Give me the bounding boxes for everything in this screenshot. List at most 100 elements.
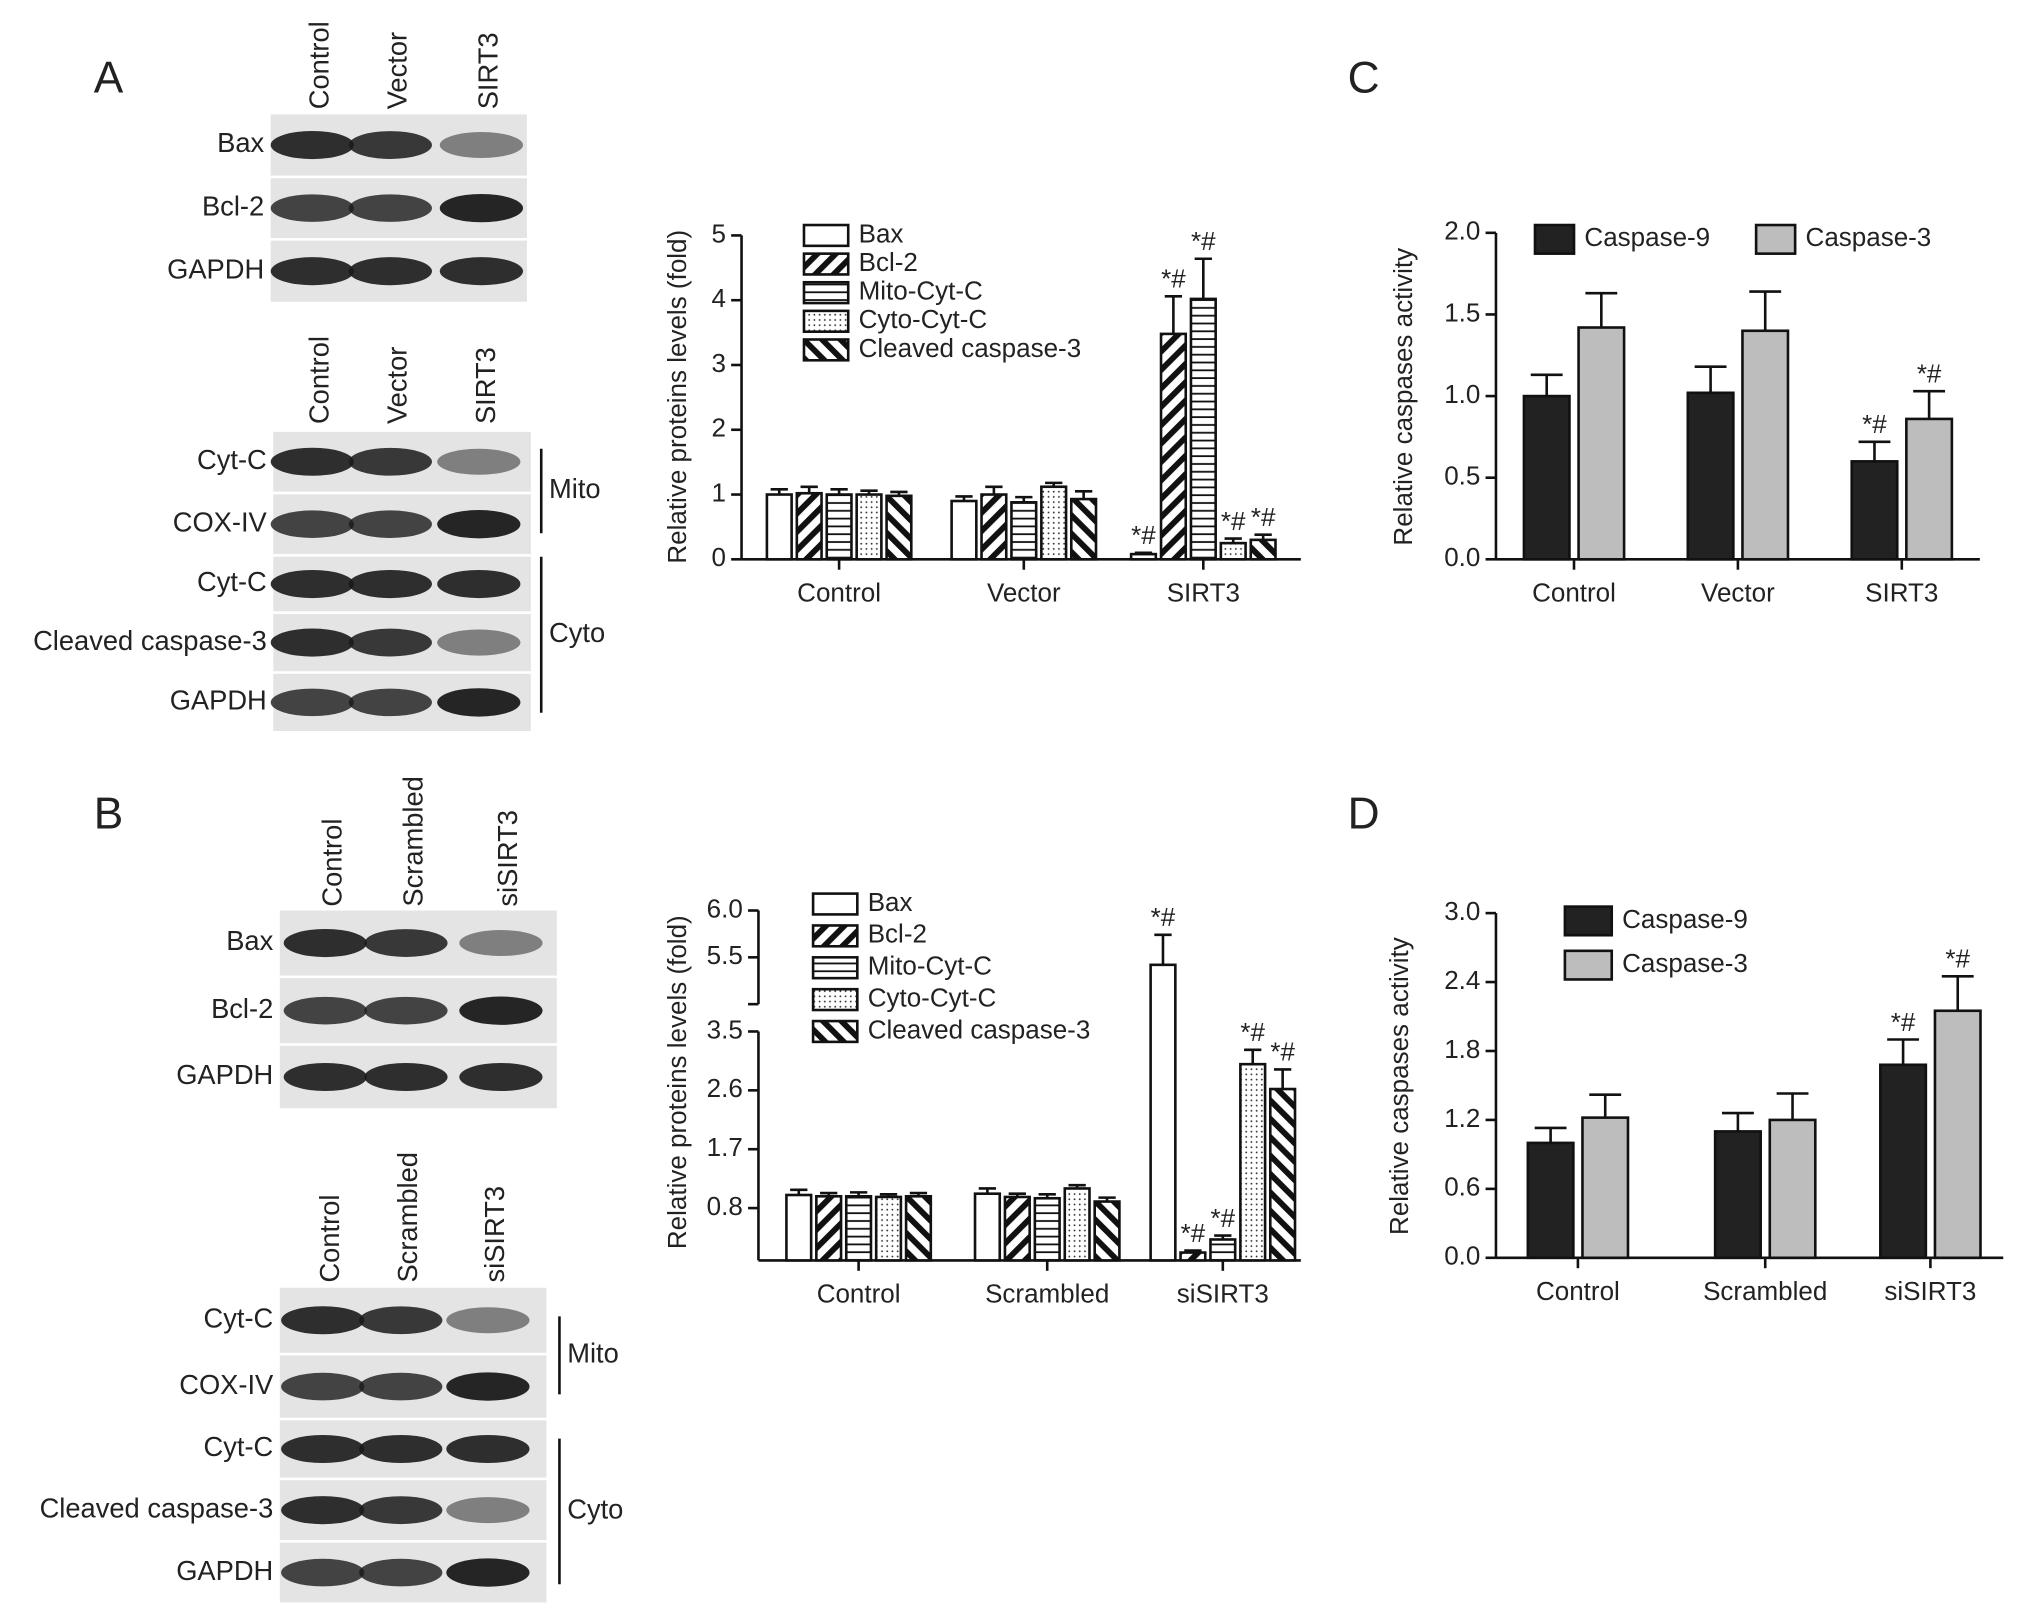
y-tick-label: 0.6 bbox=[1444, 1172, 1480, 1202]
legend-swatch bbox=[802, 223, 850, 248]
legend-label: Caspase-9 bbox=[1622, 904, 1748, 934]
blot-band bbox=[437, 448, 521, 475]
group-label: Cyto bbox=[567, 1494, 623, 1525]
significance-label: *# bbox=[1221, 506, 1246, 536]
error-bar bbox=[849, 1191, 868, 1197]
row-label: GAPDH bbox=[176, 1555, 273, 1586]
bar bbox=[950, 499, 978, 561]
legend-swatch bbox=[811, 924, 859, 948]
blot-band bbox=[359, 1306, 443, 1335]
legend-swatch bbox=[1533, 223, 1576, 255]
blot-band bbox=[359, 1496, 443, 1525]
legend-label: Bax bbox=[859, 218, 904, 248]
blot-band bbox=[446, 1307, 530, 1334]
error-bar bbox=[1913, 389, 1946, 419]
legend-swatch bbox=[1754, 223, 1797, 255]
bar bbox=[1179, 1251, 1207, 1262]
error-bar bbox=[830, 488, 848, 495]
bar bbox=[1741, 329, 1790, 561]
legend-label: Mito-Cyt-C bbox=[859, 276, 983, 306]
row-label: COX-IV bbox=[179, 1369, 274, 1400]
x-tick-label: Vector bbox=[987, 577, 1061, 607]
blot-band bbox=[437, 510, 521, 539]
row-label: GAPDH bbox=[167, 253, 264, 284]
blot-band bbox=[348, 628, 432, 657]
y-tick-label: 1.2 bbox=[1444, 1103, 1480, 1133]
lane-label: Vector bbox=[382, 32, 413, 109]
error-bar bbox=[1008, 1192, 1026, 1197]
significance-label: *# bbox=[1891, 1007, 1916, 1037]
legend-label: Caspase-9 bbox=[1584, 222, 1710, 252]
error-bar bbox=[1098, 1196, 1116, 1202]
legend-swatch bbox=[811, 956, 859, 980]
blot-band bbox=[437, 569, 521, 599]
panel-letter: D bbox=[1348, 790, 1380, 839]
blot-band bbox=[348, 688, 432, 717]
error-bar bbox=[1134, 551, 1153, 555]
blot-band bbox=[283, 1062, 367, 1092]
group-label: Mito bbox=[567, 1338, 619, 1369]
legend-label: Caspase-3 bbox=[1622, 948, 1748, 978]
bar bbox=[1159, 332, 1188, 561]
error-bar bbox=[1749, 290, 1782, 331]
row-label: Bcl-2 bbox=[211, 993, 273, 1024]
bar bbox=[885, 494, 913, 561]
blot-band bbox=[281, 1372, 365, 1401]
error-bar bbox=[800, 485, 818, 494]
bar bbox=[1033, 1196, 1061, 1262]
blot-band bbox=[364, 996, 448, 1025]
error-bar bbox=[1074, 489, 1093, 500]
lane-label: Control bbox=[304, 336, 335, 424]
significance-label: *# bbox=[1251, 502, 1276, 532]
x-tick-label: Scrambled bbox=[985, 1278, 1109, 1308]
bar bbox=[1010, 501, 1038, 561]
lane-label: Scrambled bbox=[397, 776, 428, 906]
x-tick-label: Control bbox=[797, 577, 881, 607]
bar bbox=[1040, 485, 1068, 561]
bar bbox=[1129, 552, 1158, 561]
legend-label: Mito-Cyt-C bbox=[868, 951, 992, 981]
error-bar bbox=[1858, 440, 1891, 462]
bar bbox=[1219, 541, 1247, 561]
legend-label: Bax bbox=[868, 887, 913, 917]
blot-band bbox=[270, 447, 354, 476]
blot-band bbox=[348, 131, 432, 159]
error-bar bbox=[1015, 495, 1033, 503]
bar bbox=[1879, 1063, 1928, 1260]
panel-letter: B bbox=[94, 790, 123, 839]
legend-label: Cleaved caspase-3 bbox=[859, 333, 1082, 363]
x-tick-label: Vector bbox=[1701, 577, 1775, 607]
error-bar bbox=[860, 489, 878, 495]
blot-band bbox=[359, 1372, 443, 1401]
blot-band bbox=[439, 132, 524, 159]
row-label: Bcl-2 bbox=[202, 190, 264, 221]
bar bbox=[874, 1195, 903, 1262]
significance-label: *# bbox=[1191, 226, 1216, 256]
lane-label: Control bbox=[314, 1195, 345, 1283]
y-tick-label: 3.5 bbox=[707, 1014, 743, 1044]
x-tick-label: SIRT3 bbox=[1167, 577, 1240, 607]
blot-band bbox=[459, 1062, 543, 1092]
y-tick-label: 2 bbox=[711, 413, 725, 443]
y-tick-label: 0 bbox=[711, 542, 725, 572]
lane-label: Scrambled bbox=[392, 1152, 423, 1282]
blot-band bbox=[270, 628, 354, 657]
lane-label: Control bbox=[304, 21, 335, 109]
error-bar bbox=[1164, 295, 1183, 334]
bar bbox=[825, 493, 853, 561]
blot-band bbox=[439, 257, 524, 286]
row-label: Cyt-C bbox=[197, 444, 267, 475]
y-axis-label: Relative proteins levels (fold) bbox=[662, 915, 692, 1249]
blot-band bbox=[459, 930, 543, 957]
blot-band bbox=[348, 194, 432, 222]
error-bar bbox=[1273, 1068, 1292, 1090]
legend-label: Cyto-Cyt-C bbox=[859, 304, 988, 334]
bar bbox=[1850, 460, 1899, 561]
x-tick-label: Control bbox=[1532, 577, 1616, 607]
blot-band bbox=[270, 194, 354, 222]
error-bar bbox=[1068, 1183, 1086, 1189]
legend-swatch bbox=[802, 309, 850, 333]
significance-label: *# bbox=[1240, 1017, 1265, 1047]
